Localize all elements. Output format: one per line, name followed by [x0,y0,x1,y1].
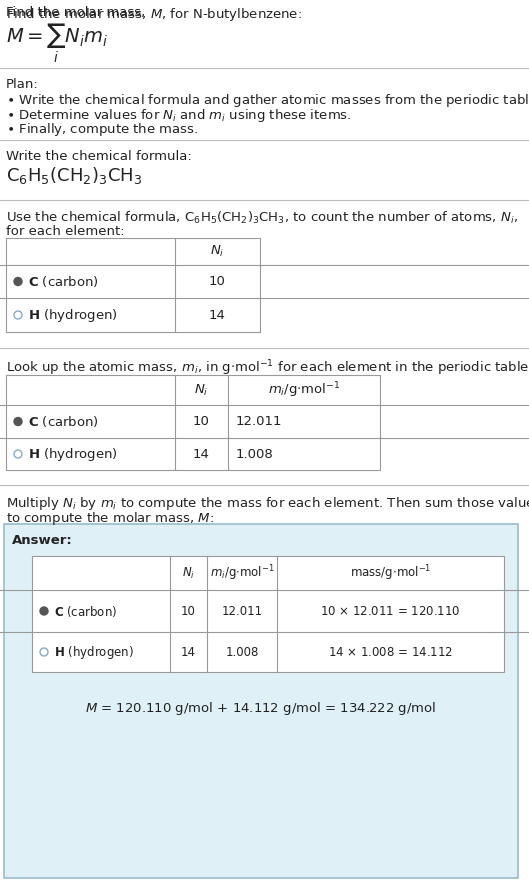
Text: $\mathbf{H}$ (hydrogen): $\mathbf{H}$ (hydrogen) [28,306,117,324]
Text: $\mathbf{H}$ (hydrogen): $\mathbf{H}$ (hydrogen) [28,445,117,463]
Text: 10: 10 [209,275,226,288]
Text: 12.011: 12.011 [222,605,262,618]
Text: Answer:: Answer: [12,534,73,547]
Text: 10: 10 [181,605,196,618]
Text: mass/g$\cdot$mol$^{-1}$: mass/g$\cdot$mol$^{-1}$ [350,563,431,583]
Text: for each element:: for each element: [6,225,125,238]
Text: $m_i$/g$\cdot$mol$^{-1}$: $m_i$/g$\cdot$mol$^{-1}$ [268,380,340,400]
Text: $\bullet$ Write the chemical formula and gather atomic masses from the periodic : $\bullet$ Write the chemical formula and… [6,92,529,109]
Text: Plan:: Plan: [6,78,39,91]
Text: 14: 14 [193,448,210,460]
Circle shape [14,277,22,285]
Text: to compute the molar mass, $M$:: to compute the molar mass, $M$: [6,510,214,527]
Text: $M$ = 120.110 g/mol + 14.112 g/mol = 134.222 g/mol: $M$ = 120.110 g/mol + 14.112 g/mol = 134… [85,700,436,717]
Text: 12.011: 12.011 [236,415,282,428]
Text: 1.008: 1.008 [225,646,259,658]
Circle shape [14,417,22,426]
Text: $\bullet$ Finally, compute the mass.: $\bullet$ Finally, compute the mass. [6,121,198,138]
Text: $N_i$: $N_i$ [194,383,209,398]
Circle shape [40,607,48,615]
Bar [6,238,260,332]
Text: $m_i$/g$\cdot$mol$^{-1}$: $m_i$/g$\cdot$mol$^{-1}$ [209,563,275,583]
Text: 14: 14 [209,309,226,321]
Text: $\mathbf{C}$ (carbon): $\mathbf{C}$ (carbon) [28,414,99,429]
Text: $N_i$: $N_i$ [182,566,195,581]
Text: 10 $\times$ 12.011 = 120.110: 10 $\times$ 12.011 = 120.110 [320,605,461,618]
Bar [4,524,518,878]
Text: $N_i$: $N_i$ [211,244,225,259]
Circle shape [14,311,22,319]
Text: 14: 14 [181,646,196,658]
Bar [6,375,380,470]
Text: $\mathbf{C}$ (carbon): $\mathbf{C}$ (carbon) [28,274,99,289]
Text: $\bullet$ Determine values for $N_i$ and $m_i$ using these items.: $\bullet$ Determine values for $N_i$ and… [6,107,352,124]
Text: Find the molar mass, $M$, for N-butylbenzene:: Find the molar mass, $M$, for N-butylben… [6,6,302,23]
Text: 10: 10 [193,415,210,428]
Text: Write the chemical formula:: Write the chemical formula: [6,150,191,163]
Text: Multiply $N_i$ by $m_i$ to compute the mass for each element. Then sum those val: Multiply $N_i$ by $m_i$ to compute the m… [6,495,529,512]
Text: Look up the atomic mass, $m_i$, in g$\cdot$mol$^{-1}$ for each element in the pe: Look up the atomic mass, $m_i$, in g$\cd… [6,358,529,378]
Circle shape [40,648,48,656]
Text: 1.008: 1.008 [236,448,273,460]
Text: 14 $\times$ 1.008 = 14.112: 14 $\times$ 1.008 = 14.112 [328,646,453,658]
Text: $\mathbf{H}$ (hydrogen): $\mathbf{H}$ (hydrogen) [54,643,134,661]
Circle shape [14,450,22,458]
Text: $\mathrm{C_6H_5(CH_2)_3CH_3}$: $\mathrm{C_6H_5(CH_2)_3CH_3}$ [6,165,142,186]
Text: $\mathbf{C}$ (carbon): $\mathbf{C}$ (carbon) [54,604,117,619]
Bar [32,556,504,672]
Text: Use the chemical formula, $\mathrm{C_6H_5(CH_2)_3CH_3}$, to count the number of : Use the chemical formula, $\mathrm{C_6H_… [6,210,518,226]
Text: Find the molar mass,: Find the molar mass, [6,6,150,19]
Text: $M = \sum_i N_i m_i$: $M = \sum_i N_i m_i$ [6,22,108,65]
